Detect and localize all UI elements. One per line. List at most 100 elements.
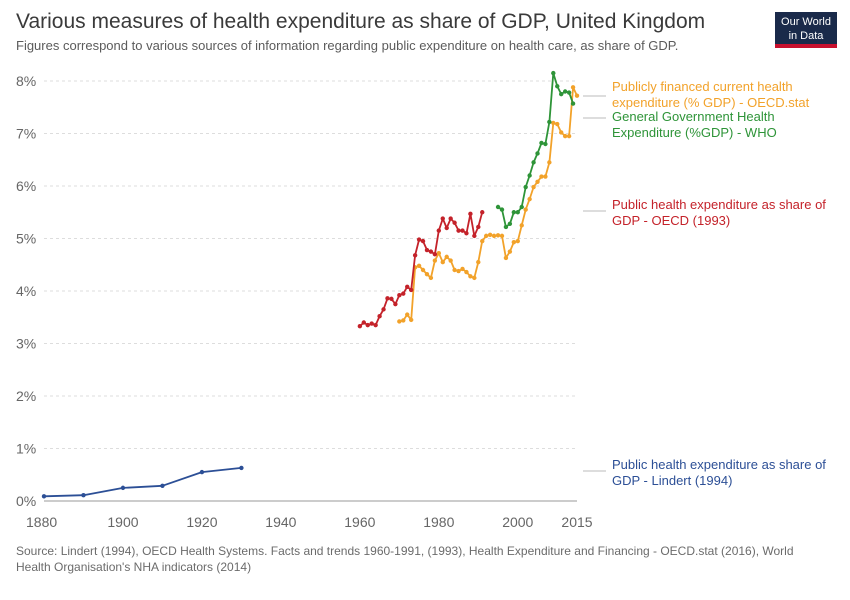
data-point-oecd1993 <box>357 323 363 329</box>
data-point-oecdstat <box>495 233 501 238</box>
data-point-oecd1993 <box>420 238 426 244</box>
series-line-lindert <box>43 467 242 498</box>
data-point-oecdstat <box>456 268 461 274</box>
data-point-who <box>535 151 540 156</box>
y-tick-label: 7% <box>16 126 36 142</box>
data-point-oecdstat <box>424 272 430 277</box>
data-point-lindert <box>81 493 86 498</box>
data-point-who <box>531 160 536 165</box>
data-point-oecdstat <box>491 233 497 239</box>
x-tick-label: 1880 <box>26 514 57 530</box>
data-point-oecdstat <box>570 85 576 90</box>
owid-logo[interactable]: Our World in Data <box>775 12 837 48</box>
data-point-oecd1993 <box>444 225 449 231</box>
data-point-oecdstat <box>476 259 481 265</box>
data-point-who <box>543 141 548 147</box>
data-point-lindert <box>199 469 205 475</box>
y-tick-label: 8% <box>16 73 36 89</box>
data-point-oecdstat <box>519 223 524 228</box>
data-point-oecd1993 <box>369 321 374 326</box>
data-point-lindert <box>120 485 126 491</box>
data-point-oecdstat <box>397 319 402 324</box>
data-point-oecdstat <box>543 174 548 179</box>
data-point-oecdstat <box>405 312 410 317</box>
data-point-oecd1993 <box>365 322 370 328</box>
x-tick-label: 1940 <box>265 514 296 530</box>
data-point-oecd1993 <box>416 237 422 242</box>
data-point-oecdstat <box>487 232 493 238</box>
data-point-oecd1993 <box>472 233 477 239</box>
series-label-who: General Government Health <box>612 109 775 124</box>
data-point-oecdstat <box>531 184 536 190</box>
data-point-oecdstat <box>444 254 449 260</box>
data-point-oecd1993 <box>448 216 453 221</box>
x-tick-label: 2000 <box>502 514 533 530</box>
data-point-oecdstat <box>464 269 469 275</box>
y-tick-label: 3% <box>16 336 36 352</box>
data-point-oecdstat <box>555 121 560 127</box>
data-point-oecdstat <box>428 275 434 281</box>
data-point-oecdstat <box>483 233 489 239</box>
data-point-oecd1993 <box>389 296 394 302</box>
data-point-oecd1993 <box>452 220 457 225</box>
y-tick-label: 1% <box>16 441 36 457</box>
data-point-oecd1993 <box>436 228 442 233</box>
series-label-oecdstat: expenditure (% GDP) - OECD.stat <box>612 95 810 110</box>
data-point-who <box>570 101 576 106</box>
data-point-oecdstat <box>468 274 473 279</box>
data-point-who <box>547 119 552 125</box>
y-tick-label: 6% <box>16 178 36 194</box>
data-point-who <box>503 224 509 230</box>
series-label-lindert: Public health expenditure as share of <box>612 457 826 472</box>
data-point-who <box>519 204 524 210</box>
data-point-oecdstat <box>416 263 422 268</box>
x-tick-label: 1960 <box>344 514 375 530</box>
data-point-oecdstat <box>448 258 453 263</box>
data-point-oecd1993 <box>468 211 473 217</box>
data-point-oecdstat <box>401 318 406 323</box>
data-point-oecd1993 <box>405 284 410 289</box>
logo-line-1: Our World <box>781 16 831 28</box>
source-note: Source: Lindert (1994), OECD Health Syst… <box>16 544 794 574</box>
data-point-oecd1993 <box>440 216 445 221</box>
y-tick-label: 2% <box>16 388 36 404</box>
data-point-oecdstat <box>408 317 414 323</box>
data-point-oecd1993 <box>464 231 469 236</box>
data-point-oecd1993 <box>361 320 366 325</box>
x-tick-label: 1980 <box>423 514 454 530</box>
x-tick-label: 1920 <box>186 514 217 530</box>
data-point-who <box>562 89 568 94</box>
data-point-oecdstat <box>535 179 540 184</box>
x-tick-label: 2015 <box>561 514 592 530</box>
series-label-oecd1993: Public health expenditure as share of <box>612 197 826 212</box>
data-point-who <box>539 140 544 146</box>
data-point-who <box>511 210 517 215</box>
series-label-oecdstat: Publicly financed current health <box>612 79 793 94</box>
data-point-who <box>499 207 505 212</box>
data-point-oecd1993 <box>476 224 481 230</box>
data-point-who <box>555 84 560 89</box>
line-chart: 0% 1% 2% 3% 4% 5% 6% 7% 8% 1880 1900 1920 1940 1960 19… <box>16 70 826 530</box>
data-point-who <box>495 204 501 210</box>
data-point-oecdstat <box>515 238 520 244</box>
data-point-oecdstat <box>432 258 438 263</box>
data-point-who <box>515 210 520 215</box>
data-point-oecd1993 <box>385 296 390 301</box>
y-tick-label: 5% <box>16 231 36 247</box>
chart-title: Various measures of health expenditure a… <box>16 10 706 33</box>
data-point-oecd1993 <box>480 210 485 215</box>
data-point-oecdstat <box>480 238 485 244</box>
data-point-oecdstat <box>507 249 513 254</box>
data-point-oecd1993 <box>373 322 378 328</box>
data-point-oecdstat <box>420 267 426 273</box>
data-point-who <box>559 91 564 97</box>
y-tick-label: 4% <box>16 283 36 299</box>
data-point-oecdstat <box>566 133 572 139</box>
data-point-oecd1993 <box>408 287 414 293</box>
data-point-oecdstat <box>574 93 580 98</box>
data-point-who <box>523 184 528 190</box>
data-point-lindert <box>160 483 165 488</box>
y-tick-label: 0% <box>16 493 36 509</box>
data-point-lindert <box>41 494 47 499</box>
data-point-oecdstat <box>472 275 477 281</box>
